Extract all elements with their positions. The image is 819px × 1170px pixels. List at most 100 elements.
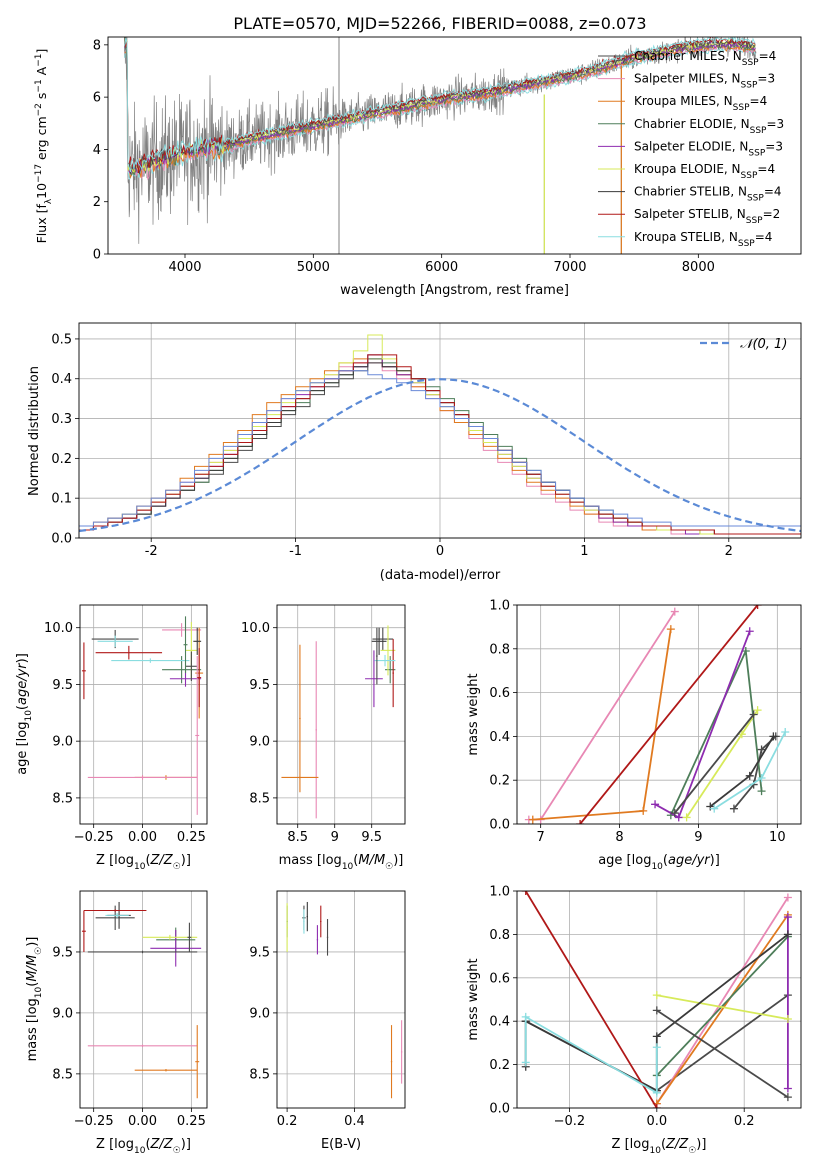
x-tick-label: −0.25 xyxy=(74,1114,114,1129)
x-tick-label: 9 xyxy=(694,830,702,845)
y-axis-label-part: M/M xyxy=(25,955,40,982)
weight-marker xyxy=(783,913,792,922)
legend-entry: Kroupa STELIB, NSSP=4 xyxy=(634,230,772,249)
massweight_vs_Z-plot-area xyxy=(521,891,792,1108)
weight-marker xyxy=(745,627,754,636)
weight-marker xyxy=(783,1093,792,1102)
y-tick-label: 9.0 xyxy=(249,1006,270,1021)
x-tick-label: 2 xyxy=(725,544,733,559)
y-axis-label-part: 10 xyxy=(24,710,34,722)
massweight_vs_Z-frame xyxy=(516,890,802,1109)
x-axis-label: wavelength [Angstrom, rest frame] xyxy=(340,283,569,298)
x-tick-label: 1 xyxy=(580,544,588,559)
legend-entry-part: Salpeter ELODIE, N xyxy=(634,139,748,153)
x-tick-label: -1 xyxy=(289,544,302,559)
weight-marker xyxy=(670,809,679,818)
legend-entry-part: =3 xyxy=(757,72,775,86)
x-axis-label-part: ( xyxy=(353,853,358,868)
legend-entry-part: SSP xyxy=(747,194,764,204)
x-axis-label-part: ☉ xyxy=(688,1146,696,1156)
massweight_vs_Z-axes: −0.2 0.0 0.2 0.0 0.2 0.4 0.6 0.8 1.0 Z [log10(Z/Z… xyxy=(466,885,802,1156)
legend-entry-part: SSP xyxy=(741,171,758,181)
weight-line xyxy=(656,994,789,1020)
x-axis-label-part: 10 xyxy=(649,1146,661,1156)
legend-entry-part: =4 xyxy=(759,49,777,63)
x-axis-label-part: )] xyxy=(181,1137,191,1152)
weight-marker xyxy=(729,804,738,813)
weight-marker xyxy=(745,771,754,780)
x-axis-label-part: ( xyxy=(661,1137,666,1152)
y-tick-label: 0.3 xyxy=(51,412,72,427)
x-axis-label-part: )] xyxy=(393,853,403,868)
x-axis-label-part: 10 xyxy=(651,862,663,872)
y-tick-label: 0.4 xyxy=(489,730,510,745)
weight-marker xyxy=(652,1006,661,1015)
legend-entry-part: SSP xyxy=(742,58,759,68)
model-spectrum-line xyxy=(124,37,756,175)
y-tick-label: 0.6 xyxy=(489,686,510,701)
weight-marker xyxy=(639,806,648,815)
y-axis-label-part: 10 xyxy=(34,986,44,998)
mass_vs_ebv-frame xyxy=(276,890,406,1109)
mass_vs_ebv-plot-area xyxy=(286,901,403,1099)
x-tick-label: 7 xyxy=(537,830,545,845)
weight-marker xyxy=(757,787,766,796)
x-axis-label: Z [log10(Z/Z☉)] xyxy=(612,1137,707,1156)
weight-line xyxy=(524,891,658,1108)
y-tick-label: 0.1 xyxy=(51,492,72,507)
x-tick-label: 6000 xyxy=(425,260,458,275)
x-tick-label: 8000 xyxy=(682,260,715,275)
y-tick-label: 0 xyxy=(93,248,101,263)
legend-entry: Chabrier ELODIE, NSSP=3 xyxy=(634,117,784,136)
weight-marker xyxy=(781,728,790,737)
mass_vs_Z-plot-area xyxy=(81,901,202,1099)
x-axis-label: (data-model)/error xyxy=(380,568,501,583)
weight-marker xyxy=(757,745,766,754)
y-axis-label-part: )] xyxy=(15,653,30,663)
weight-marker xyxy=(783,893,792,902)
legend-entry-part: Salpeter STELIB, N xyxy=(634,207,746,221)
y-tick-label: 0.2 xyxy=(51,452,72,467)
y-axis-label: Flux [fλ10−17 erg cm−2 s−1 A−1] xyxy=(34,49,54,244)
age_vs_Z-frame xyxy=(79,604,208,825)
legend-entry: Kroupa MILES, NSSP=4 xyxy=(634,94,767,113)
x-axis-label-part: age/yr xyxy=(668,853,711,868)
legend-entry-part: Kroupa STELIB, N xyxy=(634,230,738,244)
x-tick-label: 10 xyxy=(769,830,786,845)
x-axis-label: Z [log10(Z/Z☉)] xyxy=(96,1137,191,1156)
y-tick-label: 0.0 xyxy=(489,818,510,833)
x-axis-label-part: Z [log xyxy=(96,1137,134,1152)
weight-line xyxy=(656,1009,789,1098)
y-tick-label: 0.4 xyxy=(489,1015,510,1030)
x-tick-label: 0.4 xyxy=(344,1114,365,1129)
weight-marker xyxy=(783,1084,792,1093)
legend-entry-part: =4 xyxy=(750,94,768,108)
x-tick-label: 0.0 xyxy=(646,1114,667,1129)
weight-line xyxy=(685,709,759,818)
y-axis-label-part: −2 xyxy=(34,103,44,116)
x-axis-label-part: Z [log xyxy=(96,853,134,868)
y-tick-label: 6 xyxy=(93,91,101,106)
age_vs_mass-frame xyxy=(276,604,406,825)
y-tick-label: 0.8 xyxy=(489,642,510,657)
weight-marker xyxy=(576,820,585,824)
y-axis-label-part: ☉ xyxy=(34,947,44,955)
weight-marker xyxy=(783,1015,792,1024)
weight-marker xyxy=(652,1043,661,1052)
y-tick-label: 1.0 xyxy=(489,599,510,614)
weight-marker xyxy=(652,1088,661,1097)
x-tick-label: 9.5 xyxy=(361,830,382,845)
x-axis-label-part: mass [log xyxy=(279,853,342,868)
y-axis-label: Normed distribution xyxy=(27,366,42,496)
weight-marker xyxy=(753,605,762,609)
weight-line xyxy=(654,630,751,819)
histogram-series xyxy=(79,370,801,527)
y-axis-label-part: Flux [f xyxy=(34,204,49,244)
x-tick-label: 0.00 xyxy=(128,1114,157,1129)
mass_vs_Z-frame xyxy=(79,890,208,1109)
x-tick-label: −0.2 xyxy=(554,1114,586,1129)
weight-marker xyxy=(670,607,679,616)
x-tick-label: 0.25 xyxy=(177,830,206,845)
weight-line xyxy=(524,1015,658,1095)
